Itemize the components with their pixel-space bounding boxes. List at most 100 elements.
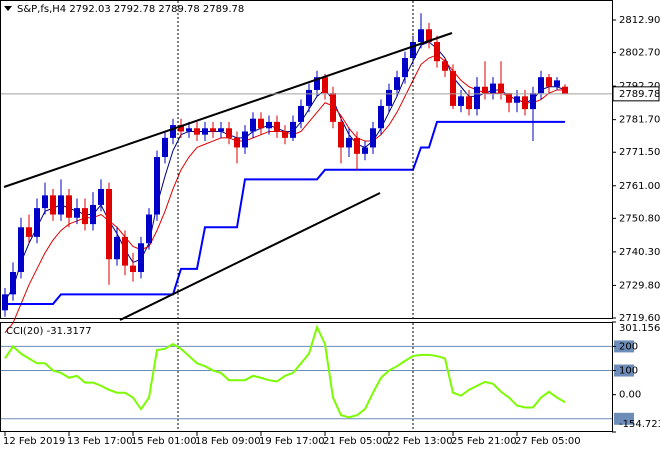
candle-body [522,96,528,110]
last-price-label: 2789.78 [619,89,660,100]
candle-body [250,118,256,132]
candle-body [474,86,480,110]
candle-body [34,208,40,237]
candle-body [330,93,336,122]
candle-body [90,204,96,225]
candle-body [106,188,112,260]
candle-body [202,128,208,135]
candle-body [42,195,48,209]
candle-body [306,89,312,106]
candle-body [218,128,224,132]
candle-body [2,294,8,311]
trend-line [3,32,453,188]
y-tick-label: 2802.70 [619,48,660,59]
y-tick-label: 2740.30 [619,247,660,258]
candle-body [538,77,544,94]
y-tick-label: 2771.50 [619,147,660,158]
y2-tick-label: -154.7236 [619,419,660,430]
candle-body [450,70,456,106]
indicator-value: -31.3177 [47,326,92,337]
candle-body [242,131,248,148]
candle-body [418,29,424,43]
candle-body [314,77,320,90]
candle-body [130,265,136,273]
y2-tick-label: 200 [619,341,638,352]
x-tick-label: 13 Feb 17:00 [67,436,133,447]
y-tick-label: 2781.70 [619,115,660,126]
candle-body [74,208,80,218]
candle-body [26,227,32,237]
menu-arrow[interactable] [4,6,12,11]
level-box [614,340,634,353]
candle-body [146,214,152,244]
candle-body [498,83,504,94]
candle-body [82,208,88,225]
last-price-box [612,86,660,102]
candle-body [378,105,384,129]
overlay-line [5,120,565,305]
candle-body [482,86,488,94]
y-tick-label: 2750.80 [619,213,660,224]
candle-body [322,77,328,94]
candle-body [546,77,552,87]
candle-body [266,121,272,129]
candle-body [98,188,104,205]
candle-body [434,42,440,62]
candle-body [122,236,128,266]
candle-body [442,61,448,71]
y-tick-label: 2761.00 [619,181,660,192]
indicator-name: CCI(20) [6,326,44,337]
candle-body [338,121,344,148]
candle-body [466,96,472,110]
candle-body [178,125,184,132]
candle-body [274,121,280,132]
candle-body [194,128,200,135]
candle-body [58,195,64,215]
candle-body [290,121,296,138]
x-tick-label: 27 Feb 05:00 [515,436,581,447]
candle-body [346,137,352,148]
indicator-line [4,324,566,419]
candle-body [114,236,120,260]
indicator-pane [0,322,613,432]
candle-body [514,96,520,103]
y2-tick-label: 100 [619,366,638,377]
x-tick-label: 21 Feb 05:00 [323,436,389,447]
candle-body [138,243,144,273]
y-tick-label: 2812.90 [619,15,660,26]
candle-body [154,157,160,215]
x-tick-label: 12 Feb 2019 [3,436,65,447]
candle-body [402,58,408,78]
y2-tick-label: 0.00 [619,390,641,401]
main-pane [0,0,613,319]
candle-body [282,131,288,138]
candle-body [162,137,168,158]
candle-body [50,195,56,215]
candle-body [298,105,304,122]
x-tick-label: 19 Feb 17:00 [259,436,325,447]
candle-body [554,80,560,87]
candle-body [426,29,432,43]
candle-body [386,89,392,106]
chart-title: S&P,fs,H4 2792.03 2792.78 2789.78 2789.7… [17,4,244,15]
x-tick-label: 18 Feb 09:00 [195,436,261,447]
candle-body [362,147,368,154]
candle-body [10,272,16,295]
y-tick-label: 2719.60 [619,313,660,324]
candle-body [234,137,240,148]
candle-body [226,128,232,138]
candle-body [506,93,512,103]
candle-body [210,128,216,132]
y-tick-label: 2729.80 [619,280,660,291]
candle-body [370,128,376,148]
level-box [614,364,634,377]
level-box [614,412,634,425]
candle-body [258,118,264,129]
main-layer [2,13,568,334]
candle-body [562,86,568,94]
candle-body [18,227,24,273]
candle-body [490,83,496,94]
indicator-title: CCI(20) -31.3177 [6,326,92,337]
